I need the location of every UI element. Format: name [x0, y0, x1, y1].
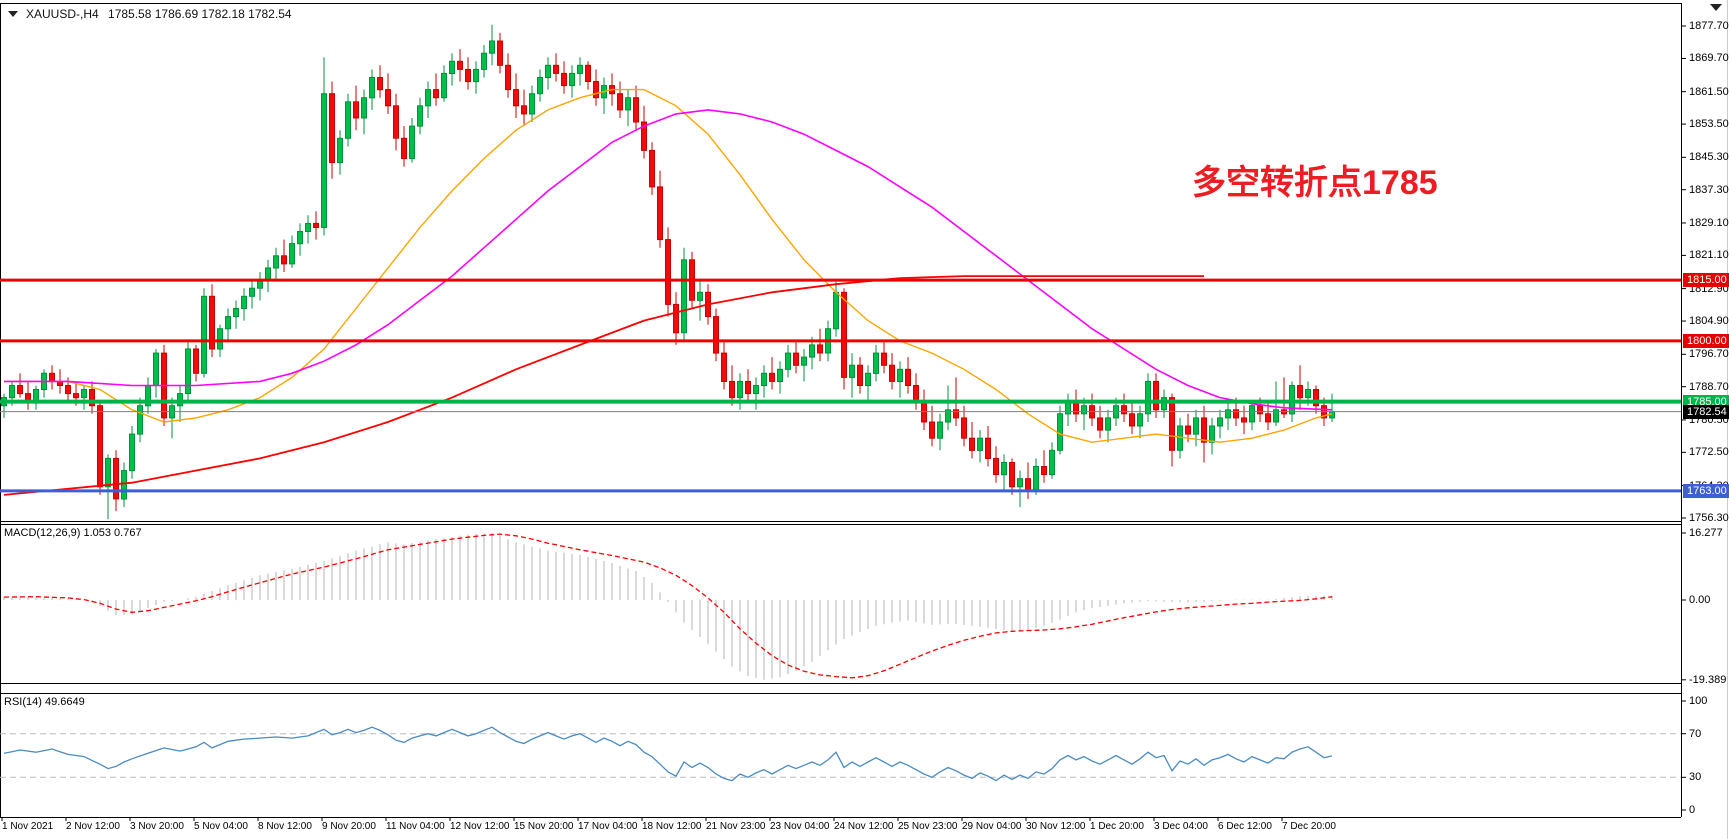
price-badge-1800: 1800.00 — [1683, 333, 1729, 348]
price-axis-label: 1796.70 — [1689, 348, 1729, 361]
time-axis-label: 15 Nov 20:00 — [514, 821, 574, 832]
rsi-indicator-label: RSI(14) 49.6649 — [4, 696, 85, 708]
macd-axis-label: -19.389 — [1689, 673, 1727, 686]
time-axis-label: 25 Nov 23:00 — [898, 821, 958, 832]
symbol-dropdown-icon[interactable] — [8, 11, 18, 17]
price-axis-label: 1837.30 — [1689, 183, 1729, 196]
time-axis-label: 23 Nov 04:00 — [770, 821, 830, 832]
time-axis-label: 17 Nov 04:00 — [578, 821, 638, 832]
chart-shift-marker-icon[interactable] — [1710, 4, 1722, 11]
time-axis-label: 1 Dec 20:00 — [1090, 821, 1144, 832]
price-axis-label: 1829.10 — [1689, 216, 1729, 229]
symbol-period-label: XAUUSD-,H4 — [26, 7, 99, 21]
time-axis-label: 18 Nov 12:00 — [642, 821, 702, 832]
time-axis-label: 11 Nov 04:00 — [386, 821, 445, 832]
time-axis-label: 5 Nov 04:00 — [194, 821, 248, 832]
time-axis-label: 29 Nov 04:00 — [962, 821, 1022, 832]
macd-rsi-separator-1 — [0, 683, 1681, 684]
axis-border — [1681, 3, 1682, 817]
price-badge-1763: 1763.00 — [1683, 483, 1729, 498]
main-macd-separator-1 — [0, 521, 1681, 522]
top-border — [0, 3, 1681, 4]
price-axis-label: 1845.30 — [1689, 151, 1729, 164]
price-axis-label: 1853.50 — [1689, 118, 1729, 131]
time-axis-label: 9 Nov 20:00 — [322, 821, 376, 832]
main-macd-separator-2 — [0, 524, 1681, 525]
ohlc-values: 1785.58 1786.69 1782.18 1782.54 — [108, 7, 292, 21]
macd-axis-label: 0.00 — [1689, 594, 1711, 606]
macd-axis-label: 16.277 — [1689, 527, 1723, 539]
price-axis-label: 1861.50 — [1689, 85, 1729, 98]
symbol-header: XAUUSD-,H4 1785.58 1786.69 1782.18 1782.… — [8, 7, 292, 21]
macd-panel[interactable] — [0, 525, 1681, 683]
time-axis-label: 3 Nov 20:00 — [130, 821, 184, 832]
price-axis-label: 1772.50 — [1689, 446, 1729, 459]
rsi-axis-label: 30 — [1689, 771, 1702, 784]
time-axis-label: 7 Dec 20:00 — [1282, 821, 1336, 832]
trade-note-annotation: 多空转折点1785 — [1192, 164, 1438, 202]
time-axis-label: 21 Nov 23:00 — [706, 821, 766, 832]
macd-rsi-separator-2 — [0, 693, 1681, 694]
price-axis-label: 1804.90 — [1689, 315, 1729, 328]
time-axis-label: 6 Dec 12:00 — [1218, 821, 1272, 832]
price-badge-1815: 1815.00 — [1683, 273, 1729, 288]
rsi-bottom-border — [0, 817, 1681, 818]
time-axis-label: 12 Nov 12:00 — [450, 821, 510, 832]
time-axis-label: 8 Nov 12:00 — [258, 821, 312, 832]
price-axis-label: 1821.10 — [1689, 249, 1729, 262]
time-axis-label: 2 Nov 12:00 — [66, 821, 120, 832]
price-axis-label: 1869.70 — [1689, 52, 1729, 65]
price-axis-label: 1756.30 — [1689, 512, 1729, 524]
price-axis-label: 1788.70 — [1689, 380, 1729, 393]
time-axis-label: 1 Nov 2021 — [2, 821, 54, 832]
macd-indicator-label: MACD(12,26,9) 1.053 0.767 — [4, 527, 142, 539]
time-axis-label: 24 Nov 12:00 — [834, 821, 894, 832]
time-axis-label: 3 Dec 04:00 — [1154, 821, 1208, 832]
rsi-axis-label: 0 — [1689, 804, 1696, 816]
window-edge — [1727, 0, 1728, 839]
time-axis-label: 30 Nov 12:00 — [1026, 821, 1086, 832]
main-chart-panel[interactable] — [0, 4, 1681, 521]
current-price-badge: 1782.54 — [1683, 404, 1729, 419]
rsi-axis-label: 70 — [1689, 727, 1702, 740]
left-border — [0, 3, 1, 817]
rsi-axis-label: 100 — [1689, 695, 1708, 707]
price-axis-label: 1877.70 — [1689, 20, 1729, 32]
rsi-panel[interactable] — [0, 694, 1681, 817]
